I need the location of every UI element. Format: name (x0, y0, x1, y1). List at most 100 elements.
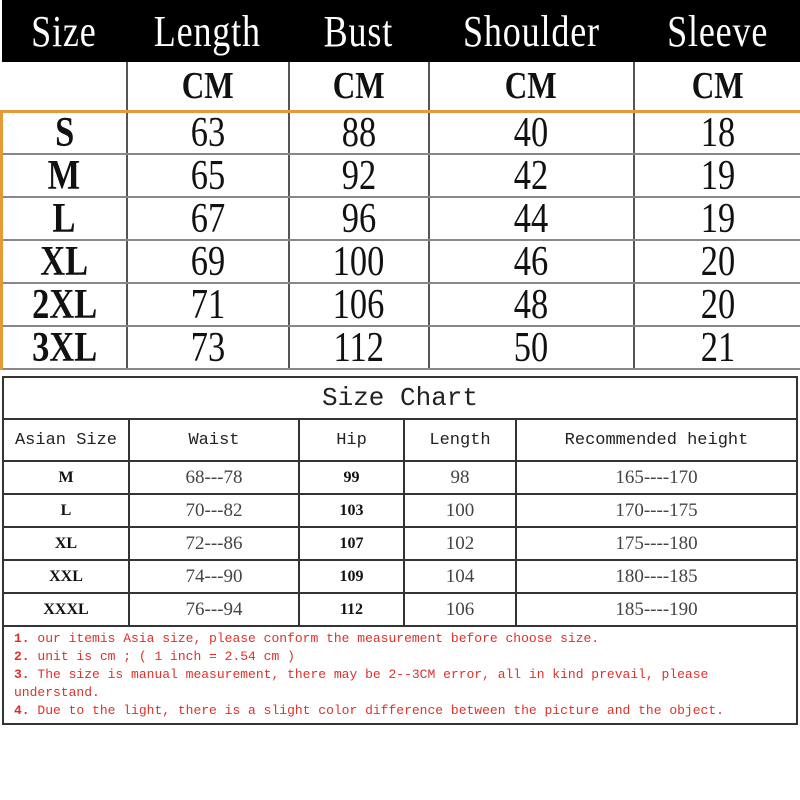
measurement-cell: 19 (633, 154, 800, 198)
measurement-cell: 107 (298, 526, 405, 561)
measurement-cell: 92 (288, 154, 430, 198)
measurement-cell: 50 (428, 326, 635, 370)
size-label: L (2, 493, 130, 528)
size-table-cm: Size Length Bust Shoulder Sleeve CM CM C… (0, 0, 800, 370)
measurement-cell: 71 (126, 283, 290, 327)
measurement-cell: 67 (126, 197, 290, 241)
header-row: Asian Size Waist Hip Length Recommended … (2, 418, 798, 462)
measurement-cell: 72---86 (128, 526, 300, 561)
header-hip: Hip (298, 418, 405, 462)
table-row: M 65 92 42 19 (0, 154, 800, 198)
measurement-cell: 106 (288, 283, 430, 327)
measurement-cell: 100 (403, 493, 517, 528)
unit-cell: CM (126, 62, 290, 113)
note-item: 4. Due to the light, there is a slight c… (14, 702, 786, 720)
measurement-cell: 46 (428, 240, 635, 284)
unit-cell: CM (633, 62, 800, 113)
measurement-cell: 20 (633, 240, 800, 284)
note-item: 2. unit is cm ; ( 1 inch = 2.54 cm ) (14, 648, 786, 666)
measurement-cell: 165----170 (515, 460, 798, 495)
header-bust: Bust (288, 0, 429, 62)
notes-row: 1. our itemis Asia size, please conform … (2, 625, 798, 725)
header-size: Size (1, 0, 127, 62)
header-waist: Waist (128, 418, 300, 462)
header-asian-size: Asian Size (2, 418, 130, 462)
table-row: XXL 74---90 109 104 180----185 (2, 559, 798, 594)
note-number: 3. (14, 667, 30, 682)
measurement-cell: 98 (403, 460, 517, 495)
note-text: The size is manual measurement, there ma… (14, 667, 709, 700)
size-label: M (0, 154, 128, 198)
size-label: M (2, 460, 130, 495)
header-shoulder: Shoulder (428, 0, 634, 62)
notes: 1. our itemis Asia size, please conform … (2, 625, 798, 725)
note-number: 4. (14, 703, 30, 718)
measurement-cell: 70---82 (128, 493, 300, 528)
measurement-cell: 185----190 (515, 592, 798, 627)
size-chart-title: Size Chart (2, 376, 798, 420)
measurement-cell: 175----180 (515, 526, 798, 561)
size-label: XL (0, 240, 128, 284)
measurement-cell: 44 (428, 197, 635, 241)
measurement-cell: 20 (633, 283, 800, 327)
size-label: L (0, 197, 128, 241)
measurement-cell: 21 (633, 326, 800, 370)
header-length: Length (403, 418, 517, 462)
note-item: 3. The size is manual measurement, there… (14, 666, 786, 702)
measurement-cell: 100 (288, 240, 430, 284)
note-number: 1. (14, 631, 30, 646)
size-label: XXL (2, 559, 130, 594)
unit-row: CM CM CM CM (1, 62, 800, 113)
size-label: 3XL (0, 326, 128, 370)
size-chart-table: Size Chart Asian Size Waist Hip Length R… (2, 376, 798, 725)
measurement-cell: 48 (428, 283, 635, 327)
measurement-cell: 63 (126, 111, 290, 155)
measurement-cell: 180----185 (515, 559, 798, 594)
unit-cell: CM (428, 62, 635, 113)
table-row: XXXL 76---94 112 106 185----190 (2, 592, 798, 627)
table-row: S 63 88 40 18 (0, 111, 800, 155)
measurement-cell: 73 (126, 326, 290, 370)
measurement-cell: 170----175 (515, 493, 798, 528)
header-recommended-height: Recommended height (515, 418, 798, 462)
measurement-cell: 112 (298, 592, 405, 627)
header-row: Size Length Bust Shoulder Sleeve (1, 0, 800, 62)
measurement-cell: 96 (288, 197, 430, 241)
title-row: Size Chart (2, 376, 798, 420)
measurement-cell: 74---90 (128, 559, 300, 594)
header-sleeve: Sleeve (633, 0, 800, 62)
measurement-cell: 19 (633, 197, 800, 241)
table-row: 3XL 73 112 50 21 (0, 326, 800, 370)
table-row: 2XL 71 106 48 20 (0, 283, 800, 327)
measurement-cell: 109 (298, 559, 405, 594)
table-row: M 68---78 99 98 165----170 (2, 460, 798, 495)
measurement-cell: 104 (403, 559, 517, 594)
measurement-cell: 68---78 (128, 460, 300, 495)
note-number: 2. (14, 649, 30, 664)
unit-cell (1, 62, 128, 113)
measurement-cell: 76---94 (128, 592, 300, 627)
measurement-cell: 106 (403, 592, 517, 627)
measurement-cell: 103 (298, 493, 405, 528)
table-row: XL 72---86 107 102 175----180 (2, 526, 798, 561)
size-label: XXXL (2, 592, 130, 627)
table-row: L 70---82 103 100 170----175 (2, 493, 798, 528)
measurement-cell: 112 (288, 326, 430, 370)
size-label: 2XL (0, 283, 128, 327)
unit-cell: CM (288, 62, 430, 113)
size-label: S (0, 111, 128, 155)
header-length: Length (126, 0, 289, 62)
size-label: XL (2, 526, 130, 561)
measurement-cell: 102 (403, 526, 517, 561)
measurement-cell: 65 (126, 154, 290, 198)
measurement-cell: 99 (298, 460, 405, 495)
note-text: Due to the light, there is a slight colo… (37, 703, 724, 718)
measurement-cell: 69 (126, 240, 290, 284)
table-row: L 67 96 44 19 (0, 197, 800, 241)
measurement-cell: 18 (633, 111, 800, 155)
measurement-cell: 42 (428, 154, 635, 198)
measurement-cell: 40 (428, 111, 635, 155)
note-text: unit is cm ; ( 1 inch = 2.54 cm ) (37, 649, 295, 664)
table-row: XL 69 100 46 20 (0, 240, 800, 284)
note-text: our itemis Asia size, please conform the… (37, 631, 600, 646)
